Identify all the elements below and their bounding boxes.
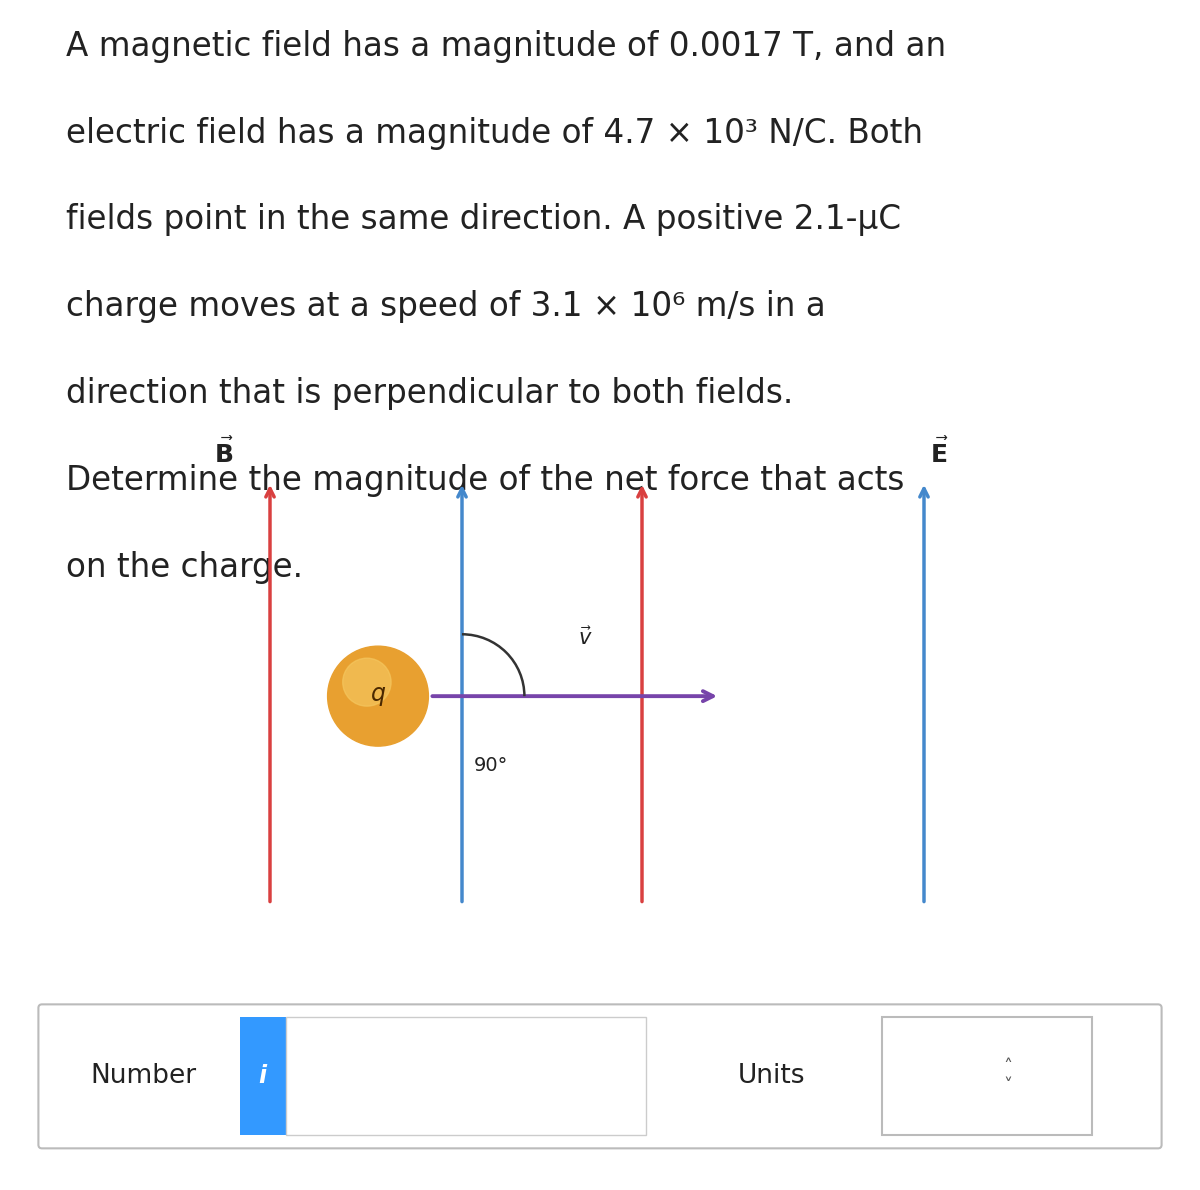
Text: Units: Units — [738, 1064, 805, 1089]
FancyBboxPatch shape — [286, 1017, 646, 1135]
Text: fields point in the same direction. A positive 2.1-μC: fields point in the same direction. A po… — [66, 203, 901, 237]
Text: charge moves at a speed of 3.1 × 10⁶ m/s in a: charge moves at a speed of 3.1 × 10⁶ m/s… — [66, 290, 826, 324]
Circle shape — [343, 658, 391, 706]
Text: electric field has a magnitude of 4.7 × 10³ N/C. Both: electric field has a magnitude of 4.7 × … — [66, 117, 923, 150]
Text: direction that is perpendicular to both fields.: direction that is perpendicular to both … — [66, 377, 793, 411]
FancyBboxPatch shape — [882, 1017, 1092, 1135]
Text: on the charge.: on the charge. — [66, 551, 302, 584]
Circle shape — [328, 646, 428, 746]
Text: $\vec{\mathbf{E}}$: $\vec{\mathbf{E}}$ — [930, 438, 948, 468]
Text: $\vec{\mathbf{B}}$: $\vec{\mathbf{B}}$ — [214, 438, 234, 468]
Text: ˅: ˅ — [1003, 1077, 1013, 1095]
Text: A magnetic field has a magnitude of 0.0017 T, and an: A magnetic field has a magnitude of 0.00… — [66, 30, 946, 63]
Text: ˄: ˄ — [1003, 1058, 1013, 1076]
FancyBboxPatch shape — [38, 1004, 1162, 1148]
Text: $\vec{v}$: $\vec{v}$ — [578, 626, 593, 649]
Text: i: i — [259, 1064, 266, 1089]
FancyBboxPatch shape — [240, 1017, 286, 1135]
Text: Determine the magnitude of the net force that acts: Determine the magnitude of the net force… — [66, 464, 905, 497]
Text: Number: Number — [90, 1064, 196, 1089]
Text: 90°: 90° — [474, 756, 509, 775]
Text: $q$: $q$ — [370, 684, 386, 708]
